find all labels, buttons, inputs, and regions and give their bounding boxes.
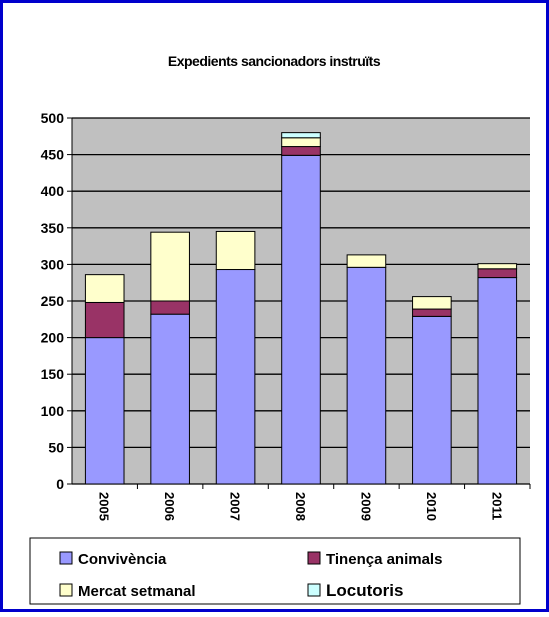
chart-title: Expedients sancionadors instruïts [168,53,381,69]
x-tick-label: 2008 [293,492,308,521]
bar-segment [281,154,321,485]
bar-segment [477,268,518,279]
y-tick-label: 500 [41,110,65,126]
bar-segment [281,137,321,148]
legend-swatch [59,551,73,565]
bar-segment [281,146,321,156]
y-tick-label: 250 [41,293,65,309]
bar-segment [150,313,190,485]
bar-segment [477,263,518,270]
y-tick-label: 100 [41,403,65,419]
bar-segment [215,230,256,271]
y-tick-label: 200 [41,330,65,346]
bar-segment [84,301,125,339]
legend-swatch [59,583,73,597]
legend-label: Convivència [78,551,167,568]
y-tick-label: 400 [41,183,65,199]
bar-segment [412,296,452,310]
bar-segment [412,315,452,485]
bar-segment [412,308,452,317]
y-tick-label: 50 [48,439,64,455]
legend-swatch [307,551,321,565]
y-tick-label: 350 [41,220,65,236]
x-tick-label: 2006 [162,492,177,521]
bar-segment [84,337,125,485]
bar-segment [346,254,387,268]
legend [29,537,521,605]
x-tick-label: 2009 [358,492,373,521]
x-tick-label: 2011 [489,492,504,520]
y-tick-label: 0 [56,476,64,492]
legend-swatch [307,583,321,597]
y-tick-label: 150 [41,366,65,382]
bar-segment [215,269,256,485]
legend-label: Tinença animals [326,551,442,568]
x-tick-label: 2007 [228,492,243,521]
bar-segment [477,277,518,485]
bar-segment [346,266,387,485]
legend-label: Mercat setmanal [78,583,196,600]
legend-label: Locutoris [326,581,403,600]
y-tick-label: 450 [41,147,65,163]
x-tick-label: 2010 [424,492,439,521]
bar-segment [281,132,321,139]
bar-segment [150,300,190,315]
bar-segment [150,231,190,302]
y-tick-label: 300 [41,256,65,272]
bar-segment [84,274,125,303]
x-tick-label: 2005 [97,492,112,521]
